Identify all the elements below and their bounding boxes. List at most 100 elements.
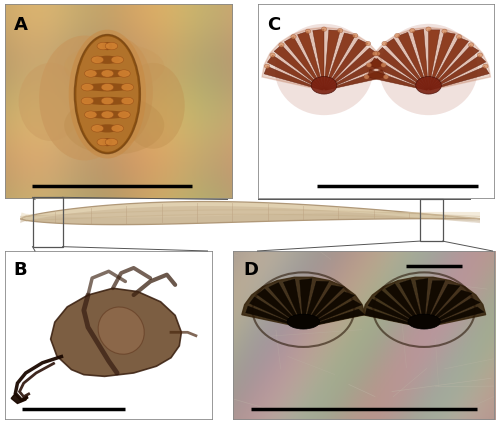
Ellipse shape	[456, 35, 462, 39]
PathPatch shape	[426, 298, 480, 327]
Ellipse shape	[352, 33, 358, 38]
Ellipse shape	[97, 42, 110, 50]
PathPatch shape	[298, 31, 324, 89]
Ellipse shape	[101, 84, 114, 91]
Ellipse shape	[270, 53, 275, 57]
PathPatch shape	[375, 290, 423, 326]
Ellipse shape	[101, 97, 114, 105]
Polygon shape	[11, 393, 28, 403]
PathPatch shape	[385, 39, 428, 90]
Ellipse shape	[86, 111, 128, 119]
PathPatch shape	[426, 290, 472, 326]
PathPatch shape	[425, 284, 460, 326]
Ellipse shape	[121, 63, 184, 149]
PathPatch shape	[257, 289, 302, 326]
Ellipse shape	[102, 138, 113, 146]
PathPatch shape	[306, 309, 365, 327]
Bar	[32, 197, 62, 247]
Ellipse shape	[118, 111, 130, 118]
PathPatch shape	[430, 66, 489, 90]
PathPatch shape	[268, 55, 322, 90]
Ellipse shape	[111, 56, 124, 63]
Ellipse shape	[101, 111, 114, 118]
PathPatch shape	[274, 45, 323, 90]
Text: D: D	[243, 261, 258, 279]
Ellipse shape	[366, 63, 372, 67]
Polygon shape	[242, 277, 365, 328]
Ellipse shape	[98, 307, 144, 354]
PathPatch shape	[370, 58, 427, 90]
PathPatch shape	[324, 33, 355, 89]
PathPatch shape	[326, 58, 384, 90]
Ellipse shape	[81, 97, 94, 105]
Ellipse shape	[95, 124, 120, 133]
Ellipse shape	[105, 139, 118, 146]
Ellipse shape	[287, 314, 320, 329]
PathPatch shape	[264, 66, 322, 90]
Ellipse shape	[468, 43, 473, 47]
Ellipse shape	[91, 56, 104, 63]
PathPatch shape	[304, 292, 354, 326]
Ellipse shape	[426, 27, 431, 31]
PathPatch shape	[400, 279, 423, 326]
Ellipse shape	[291, 35, 296, 39]
Ellipse shape	[384, 75, 388, 79]
Polygon shape	[262, 27, 386, 91]
Ellipse shape	[118, 70, 130, 77]
PathPatch shape	[246, 306, 302, 327]
Ellipse shape	[264, 64, 270, 69]
PathPatch shape	[386, 284, 423, 326]
Ellipse shape	[111, 125, 124, 132]
PathPatch shape	[428, 30, 440, 89]
PathPatch shape	[324, 30, 340, 89]
PathPatch shape	[284, 37, 324, 89]
Ellipse shape	[410, 28, 415, 33]
PathPatch shape	[429, 37, 469, 89]
Ellipse shape	[86, 69, 128, 78]
PathPatch shape	[424, 281, 445, 326]
PathPatch shape	[20, 202, 480, 225]
Polygon shape	[366, 27, 490, 91]
Ellipse shape	[82, 83, 132, 91]
Ellipse shape	[322, 27, 326, 31]
PathPatch shape	[368, 69, 427, 90]
PathPatch shape	[304, 285, 344, 326]
PathPatch shape	[365, 308, 422, 327]
Ellipse shape	[121, 97, 134, 105]
PathPatch shape	[430, 45, 479, 90]
PathPatch shape	[305, 300, 362, 327]
PathPatch shape	[325, 39, 368, 90]
PathPatch shape	[398, 32, 428, 89]
Ellipse shape	[95, 56, 120, 64]
Ellipse shape	[372, 51, 378, 56]
Ellipse shape	[366, 41, 370, 45]
PathPatch shape	[416, 278, 428, 326]
Ellipse shape	[84, 70, 97, 77]
Polygon shape	[362, 277, 486, 328]
PathPatch shape	[300, 279, 312, 326]
Ellipse shape	[482, 64, 488, 69]
Ellipse shape	[81, 84, 94, 91]
PathPatch shape	[368, 299, 422, 327]
PathPatch shape	[20, 206, 480, 224]
Ellipse shape	[338, 28, 343, 33]
Text: B: B	[14, 261, 27, 279]
Ellipse shape	[64, 43, 164, 90]
Ellipse shape	[408, 314, 440, 329]
PathPatch shape	[429, 32, 456, 89]
PathPatch shape	[325, 48, 378, 90]
Ellipse shape	[381, 63, 386, 67]
PathPatch shape	[284, 279, 303, 326]
Ellipse shape	[394, 33, 400, 38]
Ellipse shape	[105, 42, 118, 50]
PathPatch shape	[268, 283, 302, 326]
PathPatch shape	[430, 55, 486, 90]
Ellipse shape	[306, 29, 310, 33]
Ellipse shape	[18, 63, 82, 141]
Ellipse shape	[121, 84, 134, 91]
Ellipse shape	[380, 24, 478, 115]
PathPatch shape	[313, 29, 324, 89]
Ellipse shape	[97, 139, 110, 146]
Text: C: C	[267, 16, 280, 34]
Ellipse shape	[382, 41, 387, 45]
